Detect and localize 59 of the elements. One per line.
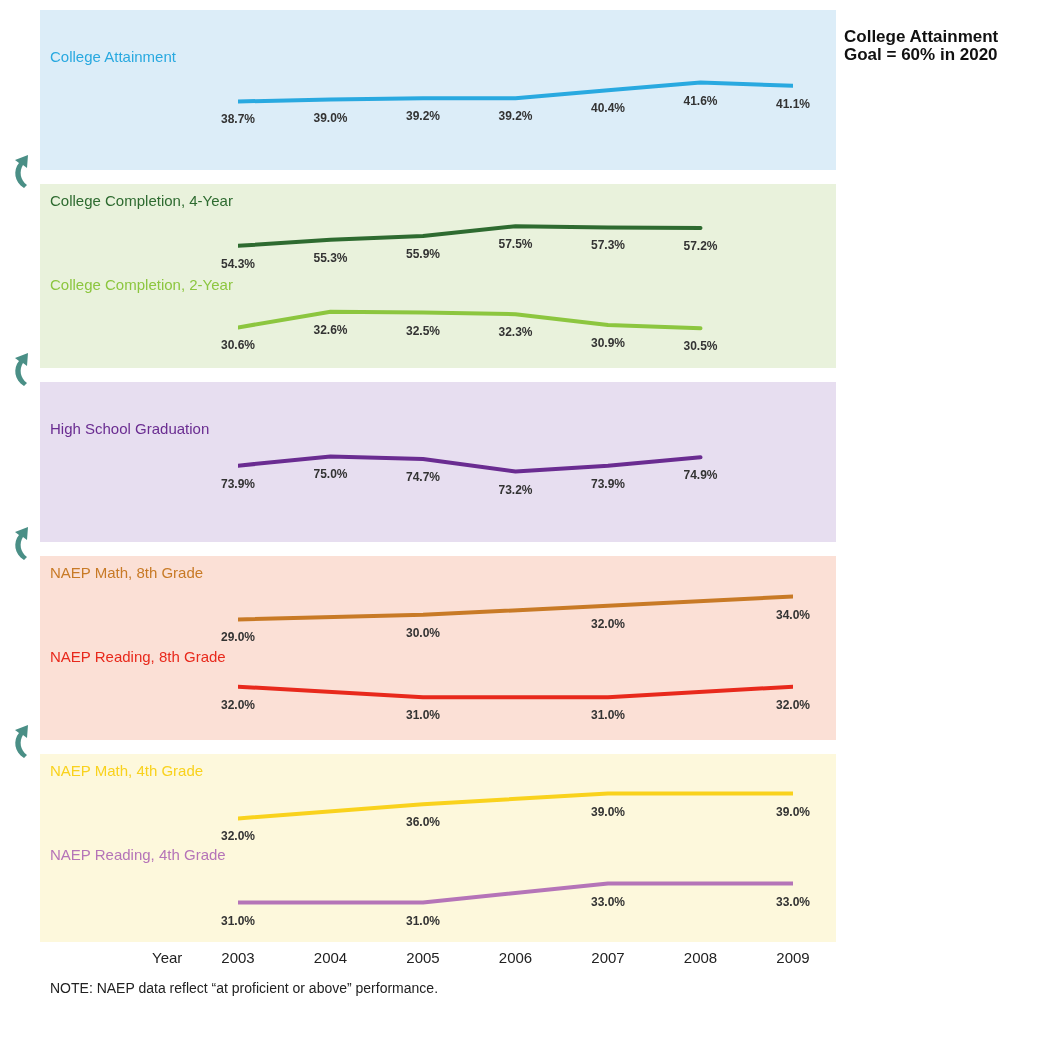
x-axis-title: Year xyxy=(152,949,183,966)
data-label: 55.9% xyxy=(405,247,441,261)
data-label: 57.2% xyxy=(683,239,718,253)
data-label: 31.0% xyxy=(405,913,441,928)
data-label: 30.0% xyxy=(405,625,441,640)
data-label: 30.9% xyxy=(590,336,626,351)
data-label: 73.9% xyxy=(220,476,256,491)
data-label: 54.3% xyxy=(220,256,256,271)
data-label: 31.0% xyxy=(405,708,441,723)
data-label: 40.4% xyxy=(590,101,626,116)
data-label: 29.0% xyxy=(220,630,256,645)
x-tick-label: 2009 xyxy=(776,948,810,966)
text: NAEP Reading, 4th Grade xyxy=(49,846,227,865)
data-label: 32.6% xyxy=(313,322,348,337)
x-tick-label: 2008 xyxy=(683,948,718,966)
x-tick-label: 2004 xyxy=(313,948,348,966)
data-label: 39.0% xyxy=(775,804,811,819)
text: College Attainment xyxy=(49,48,177,67)
data-label: 55.3% xyxy=(313,250,348,265)
data-label: 41.1% xyxy=(775,96,811,111)
x-tick-label: 2003 xyxy=(221,948,255,966)
data-label: 31.0% xyxy=(220,913,256,928)
text: NOTE: NAEP data reflect “at proficient or above” performance. xyxy=(50,980,440,996)
text: High School Graduation xyxy=(49,420,211,439)
data-label: 33.0% xyxy=(590,894,626,909)
data-label: 31.0% xyxy=(590,708,626,723)
data-label: 57.5% xyxy=(498,237,533,252)
data-label: 30.6% xyxy=(220,338,256,353)
data-label: 39.0% xyxy=(590,804,626,819)
text: College Completion, 4-Year xyxy=(49,192,234,211)
data-label: 39.2% xyxy=(405,109,441,124)
text: NAEP Math, 4th Grade xyxy=(49,762,205,781)
data-label: 57.3% xyxy=(590,238,626,253)
x-tick-label: 2007 xyxy=(591,948,625,966)
text: College Attainment Goal = 60% in 2020 xyxy=(844,27,1000,64)
data-label: 74.9% xyxy=(683,468,718,483)
data-label: 38.7% xyxy=(220,112,256,127)
x-tick-label: 2006 xyxy=(498,948,533,966)
data-label: 32.0% xyxy=(220,829,256,844)
data-label: 73.2% xyxy=(498,482,533,497)
data-label: 74.7% xyxy=(405,469,441,484)
data-label: 36.0% xyxy=(405,815,441,830)
data-label: 32.0% xyxy=(220,697,256,712)
data-label: 30.5% xyxy=(683,339,718,354)
data-label: 39.2% xyxy=(498,109,533,124)
data-label: 32.3% xyxy=(498,325,533,340)
text: NAEP Math, 8th Grade xyxy=(49,564,205,583)
data-label: 75.0% xyxy=(313,467,348,482)
data-label: 73.9% xyxy=(590,476,626,491)
text: College Completion, 2-Year xyxy=(49,276,234,295)
data-label: 32.0% xyxy=(590,616,626,631)
data-label: 34.0% xyxy=(775,607,811,622)
data-label: 32.5% xyxy=(405,323,441,338)
data-label: 33.0% xyxy=(775,894,811,909)
data-label: 41.6% xyxy=(683,93,718,108)
x-tick-label: 2005 xyxy=(406,948,440,966)
series-label: NAEP Reading, 8th Grade xyxy=(49,648,227,667)
data-label: 32.0% xyxy=(775,697,811,712)
data-label: 39.0% xyxy=(313,110,348,125)
